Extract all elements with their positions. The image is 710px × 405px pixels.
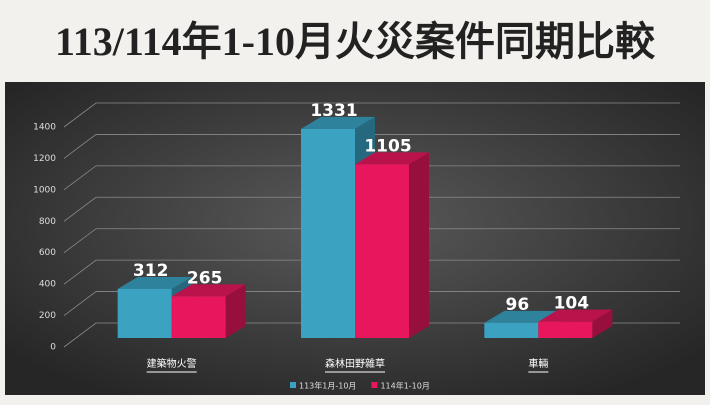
legend-swatch: [371, 382, 378, 388]
y-tick-label: 1400: [33, 123, 56, 133]
value-label: 96: [505, 295, 529, 315]
bar-front: [484, 322, 539, 338]
y-tick-label: 600: [39, 248, 56, 258]
x-tick-label: 森林田野雜草: [325, 357, 385, 370]
bar-side: [592, 309, 613, 338]
value-label: 1331: [310, 101, 357, 121]
bar-front: [301, 128, 355, 338]
bar-top: [355, 152, 429, 165]
y-tick-label: 200: [39, 311, 56, 321]
grid-line: [63, 291, 680, 316]
grid-line: [63, 165, 680, 191]
legend-swatch: [290, 382, 296, 388]
x-tick-label: 建築物火警: [147, 357, 197, 370]
bar-top: [538, 309, 613, 322]
bar-top: [301, 116, 375, 129]
legend-label: 114年1-10月: [380, 381, 429, 391]
bar-top: [484, 310, 559, 323]
value-label: 265: [187, 268, 223, 288]
y-tick-label: 400: [39, 280, 56, 290]
y-tick-label: 800: [39, 217, 56, 227]
bar-top: [171, 284, 246, 297]
bar-front: [117, 288, 172, 338]
x-tick-label: 車輛: [528, 357, 548, 370]
bar-top: [117, 276, 192, 289]
bar-side: [409, 152, 429, 338]
value-label: 312: [133, 261, 169, 281]
legend-label: 113年1月-10月: [299, 381, 356, 391]
bar-front: [355, 164, 409, 338]
bar-front: [538, 321, 593, 338]
grid-line: [63, 259, 680, 285]
value-label: 104: [554, 294, 590, 314]
bar: [484, 310, 559, 338]
grid-line: [63, 196, 680, 222]
bar: [538, 309, 613, 338]
bar: [171, 284, 246, 338]
grid-line: [63, 228, 680, 254]
y-tick-label: 1200: [33, 154, 56, 164]
value-label: 1105: [364, 136, 411, 156]
grid-line: [63, 102, 680, 128]
bar-front: [171, 296, 226, 338]
bar-side: [225, 284, 246, 338]
bar: [355, 152, 429, 338]
grid-line: [63, 134, 680, 159]
chart-title: 113/114年1-10月火災案件同期比較: [55, 19, 656, 64]
y-tick-label: 0: [50, 343, 56, 353]
y-tick-label: 1000: [33, 185, 56, 195]
